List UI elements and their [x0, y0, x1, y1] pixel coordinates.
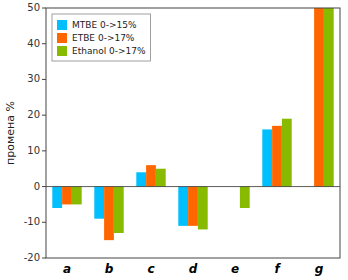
legend-box — [52, 14, 151, 61]
y-axis-label: промена % — [4, 101, 17, 165]
bar — [72, 187, 82, 205]
legend-label: ETBE 0->17% — [72, 33, 135, 43]
chart-svg: -20 -10 0 10 20 30 40 50 промена % a b c d e f g MTBE 0-… — [0, 0, 348, 280]
bar — [94, 187, 104, 219]
bar — [314, 8, 324, 187]
page: {"chart_data": {"type": "bar", "ylabel":… — [0, 0, 348, 280]
zero-line — [46, 186, 340, 187]
y-tick-label: 40 — [27, 38, 40, 49]
bars — [52, 8, 333, 240]
x-tick-label: d — [189, 262, 198, 276]
bar — [324, 8, 334, 187]
y-tick — [42, 222, 46, 223]
plot-frame — [46, 8, 340, 258]
bar — [104, 187, 114, 241]
y-tick — [42, 258, 46, 259]
legend-swatch — [57, 20, 67, 30]
bar — [62, 187, 72, 205]
y-tick — [42, 186, 46, 187]
bar — [282, 119, 292, 187]
y-tick-label: 20 — [27, 109, 40, 120]
legend: MTBE 0->15% ETBE 0->17% Ethanol 0->17% — [52, 14, 151, 61]
x-tick-label: e — [231, 262, 239, 276]
bar — [156, 169, 166, 187]
y-tick-label: -20 — [24, 252, 40, 263]
x-tick-label: c — [147, 262, 154, 276]
y-tick — [42, 79, 46, 80]
chart-container: -20 -10 0 10 20 30 40 50 промена % a b c d e f g MTBE 0-… — [0, 0, 348, 280]
y-tick-label: -10 — [24, 216, 40, 227]
x-tick-label: a — [63, 262, 71, 276]
y-tick-label: 10 — [27, 145, 40, 156]
bar — [262, 129, 272, 186]
legend-label: Ethanol 0->17% — [72, 46, 146, 56]
x-tick-label: g — [315, 262, 324, 276]
bar — [272, 126, 282, 187]
y-tick — [42, 150, 46, 151]
x-tick-label: b — [105, 262, 114, 276]
bar — [178, 187, 188, 226]
legend-swatch — [57, 33, 67, 43]
y-tick — [42, 43, 46, 44]
bar — [188, 187, 198, 226]
legend-label: MTBE 0->15% — [72, 20, 137, 30]
y-tick — [42, 115, 46, 116]
legend-swatch — [57, 46, 67, 56]
y-tick-label: 0 — [34, 181, 40, 192]
bar — [52, 187, 62, 208]
x-tick-label: f — [274, 262, 281, 276]
bar — [114, 187, 124, 233]
bar — [240, 187, 250, 208]
bar — [198, 187, 208, 230]
bar — [136, 172, 146, 186]
y-tick-label: 30 — [27, 73, 40, 84]
y-tick — [42, 8, 46, 9]
y-tick-label: 50 — [27, 2, 40, 13]
bar — [146, 165, 156, 186]
